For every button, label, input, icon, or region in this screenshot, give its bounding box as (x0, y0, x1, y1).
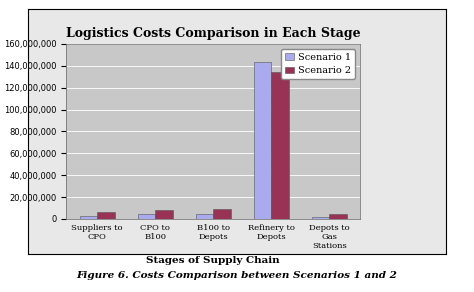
Bar (272, 72, 289, 219)
Bar (155, 210, 173, 219)
Bar (213, 209, 231, 219)
X-axis label: Stages of Supply Chain: Stages of Supply Chain (146, 256, 280, 265)
Bar (312, 217, 329, 219)
Text: Figure 6. Costs Comparison between Scenarios 1 and 2: Figure 6. Costs Comparison between Scena… (77, 271, 397, 280)
Bar (97, 213, 115, 219)
Bar (80, 216, 97, 219)
Bar (254, 62, 272, 219)
Bar (138, 214, 155, 219)
Bar (196, 214, 213, 219)
Title: Logistics Costs Comparison in Each Stage: Logistics Costs Comparison in Each Stage (66, 27, 361, 40)
Legend: Scenario 1, Scenario 2: Scenario 1, Scenario 2 (281, 49, 356, 79)
Bar (329, 214, 347, 219)
